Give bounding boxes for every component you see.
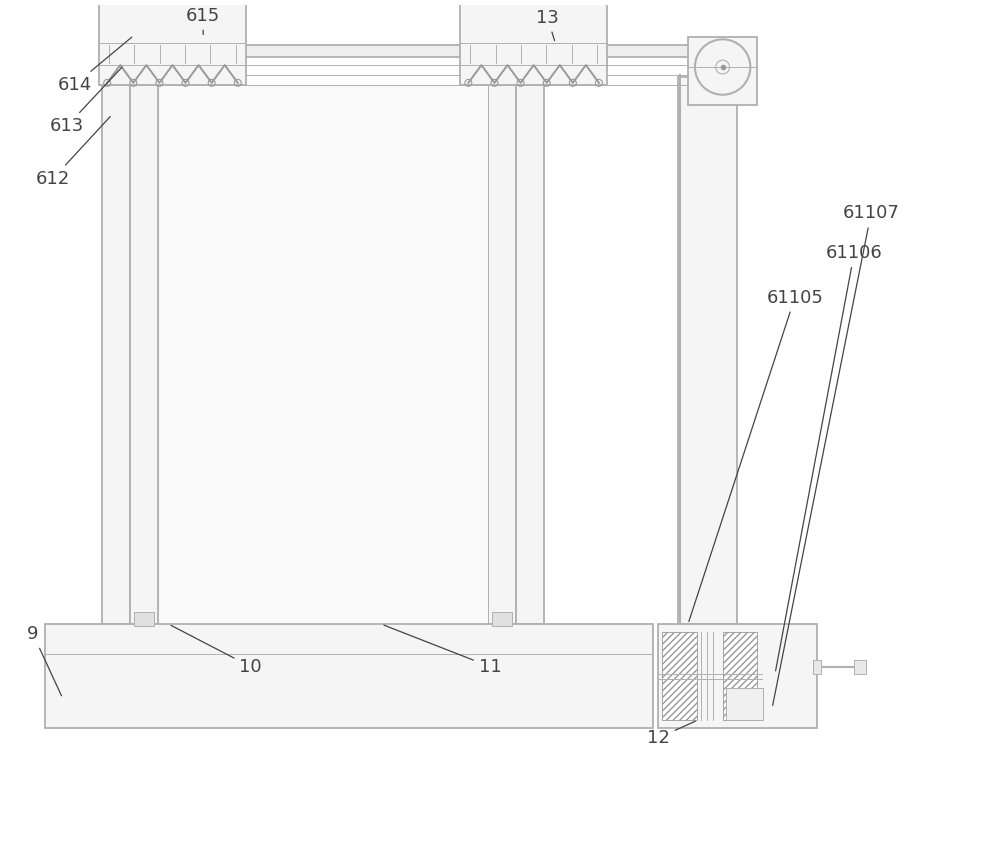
Bar	[658, 624, 817, 728]
Bar	[102, 85, 130, 624]
Bar	[158, 85, 488, 624]
Bar	[99, 65, 737, 75]
Bar	[558, 56, 568, 61]
Bar	[688, 37, 757, 104]
Text: 61105: 61105	[689, 288, 823, 621]
Bar	[488, 85, 516, 624]
Text: 10: 10	[171, 626, 262, 675]
Bar	[723, 632, 757, 720]
Text: 612: 612	[36, 117, 110, 188]
Bar	[99, 45, 737, 57]
Bar	[516, 85, 544, 624]
Bar	[678, 77, 737, 624]
Bar	[854, 659, 866, 674]
Bar	[554, 57, 572, 69]
Bar	[197, 33, 207, 37]
Bar	[134, 612, 154, 626]
Bar	[813, 659, 821, 674]
Text: 12: 12	[647, 722, 695, 747]
Text: 13: 13	[536, 8, 559, 40]
Bar	[193, 37, 211, 45]
Text: 614: 614	[57, 37, 132, 94]
Text: 9: 9	[27, 625, 61, 696]
Bar	[662, 632, 697, 720]
Text: 61106: 61106	[776, 244, 883, 671]
Text: 613: 613	[49, 67, 122, 135]
Bar	[492, 612, 512, 626]
Bar	[45, 624, 653, 728]
Text: 615: 615	[186, 7, 220, 34]
Bar	[99, 1, 246, 85]
Bar	[460, 1, 607, 85]
Bar	[130, 85, 158, 624]
Text: 61107: 61107	[773, 204, 899, 706]
Text: 11: 11	[384, 625, 501, 675]
Bar	[726, 689, 763, 720]
